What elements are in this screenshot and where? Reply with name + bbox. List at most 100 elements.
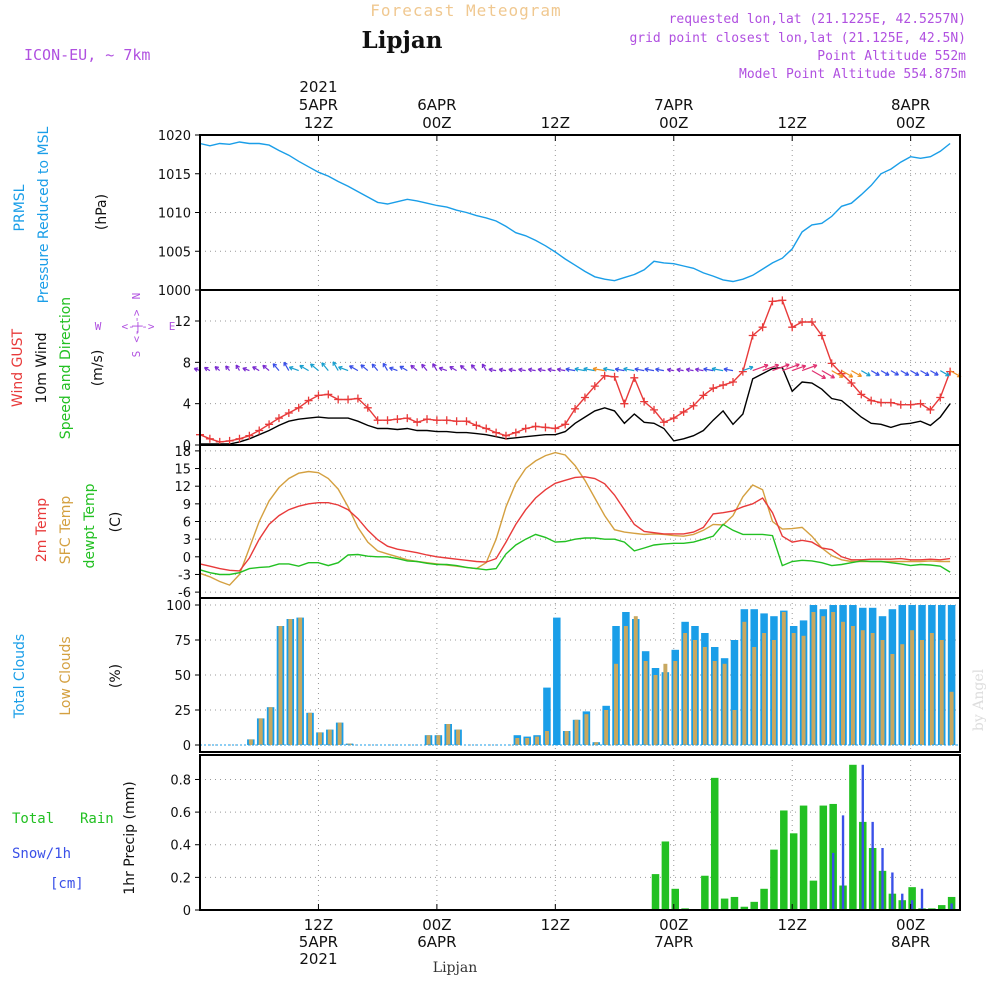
- y-tick-label: 1010: [158, 207, 191, 222]
- compass-west: W: [95, 320, 102, 333]
- prmsl-label: PRMSL: [12, 184, 28, 231]
- y-tick-label: 0.8: [170, 773, 191, 788]
- low-cloud-bar: [544, 731, 549, 745]
- sfc-temp-label: SFC Temp: [58, 496, 74, 565]
- gust-marker: [728, 377, 737, 386]
- low-cloud-bar: [900, 644, 905, 745]
- gust-marker: [679, 407, 688, 416]
- wind-direction-arrow: [556, 367, 566, 373]
- gust-marker: [205, 434, 214, 443]
- gust-marker: [709, 384, 718, 393]
- y-tick-label: 6: [183, 516, 191, 531]
- gust-marker: [788, 323, 797, 332]
- gust-marker: [353, 394, 362, 403]
- low-cloud-bar: [841, 621, 846, 745]
- wind-direction-arrow: [459, 364, 467, 372]
- rain-bar: [750, 901, 758, 910]
- snow-bar: [891, 872, 894, 910]
- gust-marker: [501, 431, 510, 440]
- pressure-grid: [200, 134, 960, 291]
- panel-frame: [199, 597, 961, 753]
- rain-bar: [730, 896, 739, 910]
- pressure-panel: 1000 1005 1010 1015 1020: [158, 129, 960, 299]
- low-cloud-bar: [673, 661, 678, 745]
- rain-bar: [849, 764, 857, 910]
- y-tick-label: -3: [178, 568, 191, 583]
- wind-direction-arrow: [449, 366, 457, 372]
- bottom-time-label: 6APR: [417, 933, 456, 951]
- bottom-time-label: 12Z: [778, 916, 807, 934]
- wind-direction-arrow: [527, 367, 536, 373]
- gust-marker: [393, 415, 402, 424]
- total-label: Total: [12, 811, 54, 827]
- compass-rose: N <-|-> S W <-|-> E: [95, 293, 176, 358]
- gust-marker: [561, 420, 570, 429]
- wind-direction-arrow: [410, 364, 418, 372]
- gust-marker: [314, 391, 323, 400]
- wind-direction-arrow: [703, 367, 714, 372]
- gust-marker: [363, 403, 372, 412]
- wind-direction-arrow: [288, 366, 299, 372]
- low-cloud-bar: [870, 633, 875, 745]
- y-tick-label: -6: [178, 586, 191, 601]
- top-time-label: 12Z: [541, 114, 570, 132]
- wind-direction-arrow: [283, 361, 290, 371]
- low-cloud-bar: [929, 633, 934, 745]
- wind-direction-arrow: [299, 364, 309, 372]
- pressure-line: [199, 141, 951, 283]
- snow-bar: [910, 900, 914, 910]
- y-tick-label: 0: [183, 551, 191, 566]
- y-tick-label: 1015: [158, 168, 191, 183]
- wind-direction-arrow: [900, 370, 910, 376]
- wind-direction-arrow: [547, 367, 556, 373]
- wind-direction-arrow: [389, 366, 398, 372]
- gust-marker: [245, 431, 254, 440]
- low-cloud-bar: [278, 626, 283, 745]
- low-cloud-bar: [880, 640, 885, 745]
- wind-direction-arrow: [614, 367, 625, 372]
- y-tick-label: 0.2: [170, 871, 191, 886]
- gust-marker: [521, 424, 530, 433]
- wind-direction-arrow: [634, 367, 645, 372]
- bottom-time-label: 00Z: [659, 916, 688, 934]
- low-cloud-bar: [732, 710, 737, 745]
- y-tick-label: 18: [174, 445, 191, 460]
- gust-marker: [580, 393, 589, 402]
- wind-direction-arrow: [235, 364, 241, 371]
- gust-marker: [344, 395, 353, 404]
- wind-direction-arrow: [676, 367, 684, 373]
- gust-marker: [689, 401, 698, 410]
- wind-direction-arrow: [694, 367, 704, 373]
- low-cloud-bar: [860, 630, 865, 745]
- bottom-time-label: 12Z: [304, 916, 333, 934]
- gust-marker: [936, 393, 945, 402]
- low-cloud-bar: [584, 714, 589, 745]
- gust-line: [199, 299, 951, 443]
- y-tick-label: 9: [183, 498, 191, 513]
- wind-direction-arrow: [574, 366, 586, 372]
- low-cloud-bar: [712, 661, 717, 745]
- gust-marker: [304, 396, 313, 405]
- y-tick-label: 1020: [158, 129, 191, 144]
- gust-marker: [886, 398, 895, 407]
- wind-direction-arrow: [508, 367, 516, 373]
- gust-marker: [807, 318, 816, 327]
- rain-bar: [809, 880, 818, 910]
- total-clouds-label: Total Clouds: [12, 634, 28, 719]
- plot-area: 1000100510101015102004812-6-303691215180…: [158, 129, 962, 919]
- total-cloud-bar: [730, 640, 739, 745]
- low-cloud-bar: [702, 647, 707, 745]
- dewpt-label: dewpt Temp: [82, 483, 98, 568]
- gust-marker: [423, 415, 432, 424]
- rain-bar: [770, 849, 778, 910]
- low-cloud-bar: [633, 616, 638, 745]
- footer-location: Lipjan: [433, 960, 477, 976]
- wind-direction-arrow: [603, 366, 615, 372]
- gust-marker: [630, 373, 639, 382]
- y-tick-label: 0: [183, 439, 191, 454]
- gust-marker: [413, 418, 422, 427]
- low-clouds-label: Low Clouds: [58, 636, 74, 715]
- bottom-time-label: 5APR: [299, 933, 338, 951]
- compass-south: S: [130, 351, 143, 358]
